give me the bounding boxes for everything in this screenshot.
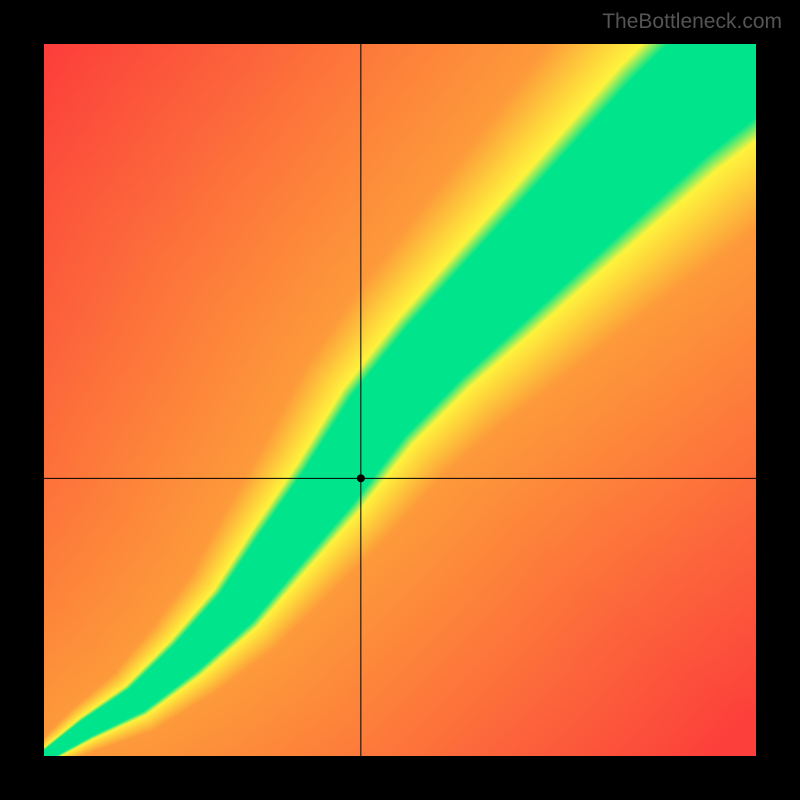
watermark-text: TheBottleneck.com — [602, 10, 782, 34]
heatmap-plot — [44, 44, 756, 756]
heatmap-canvas — [44, 44, 756, 756]
